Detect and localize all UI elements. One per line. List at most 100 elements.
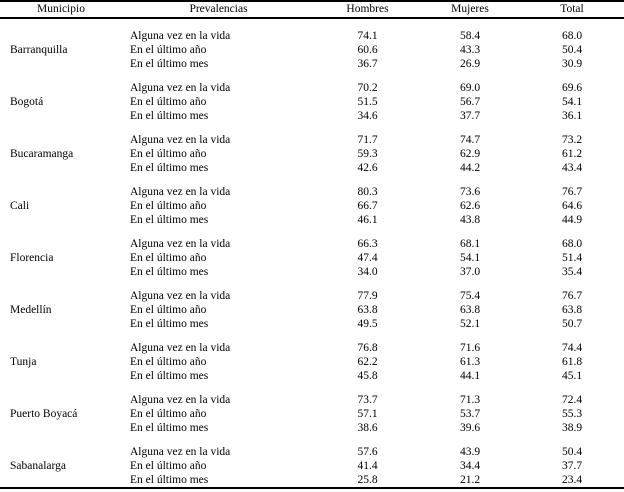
municipio-cell: Tunja: [10, 356, 37, 368]
hombres-value: 57.1: [357, 408, 378, 420]
prevalencia-label: En el último año: [130, 304, 207, 316]
table-row: Puerto Boyacá En el último año 57.1 53.7…: [0, 407, 624, 421]
total-value: 63.8: [561, 304, 583, 316]
hombres-value: 51.5: [357, 96, 378, 108]
total-value: 74.4: [561, 342, 583, 354]
table-row: Alguna vez en la vida 77.9 75.4 76.7: [0, 279, 624, 303]
table-row: Alguna vez en la vida 71.7 74.7 73.2: [0, 123, 624, 147]
total-value: 30.9: [561, 58, 583, 70]
mujeres-value: 71.6: [459, 342, 481, 354]
municipio-cell: [0, 383, 122, 407]
prevalencia-label: En el último mes: [130, 110, 209, 122]
mujeres-value: 54.1: [459, 252, 481, 264]
prevalencia-label: Alguna vez en la vida: [130, 342, 231, 354]
hombres-value: 62.2: [357, 356, 378, 368]
table-row: En el último mes 25.8 21.2 23.4: [0, 473, 624, 488]
hombres-value: 76.8: [357, 342, 378, 354]
group-barranquilla: Alguna vez en la vida 74.1 58.4 68.0 Bar…: [0, 18, 624, 71]
total-value: 61.2: [561, 148, 583, 160]
prevalencia-label: En el último mes: [130, 162, 209, 174]
group-bucaramanga: Alguna vez en la vida 71.7 74.7 73.2 Buc…: [0, 123, 624, 175]
prevalencia-label: Alguna vez en la vida: [130, 290, 231, 302]
prevalencia-label: Alguna vez en la vida: [130, 82, 231, 94]
hombres-value: 77.9: [357, 290, 378, 302]
prevalencia-label: En el último año: [130, 252, 207, 264]
hombres-value: 45.8: [357, 370, 378, 382]
hombres-value: 49.5: [357, 318, 378, 330]
group-florencia: Alguna vez en la vida 66.3 68.1 68.0 Flo…: [0, 227, 624, 279]
hombres-value: 38.6: [357, 422, 378, 434]
prevalencia-label: En el último año: [130, 200, 207, 212]
mujeres-value: 71.3: [459, 394, 481, 406]
municipio-cell: [0, 369, 122, 383]
prevalencia-label: En el último mes: [130, 370, 209, 382]
group-sabanalarga: Alguna vez en la vida 57.6 43.9 50.4 Sab…: [0, 435, 624, 488]
hombres-value: 57.6: [357, 446, 378, 458]
mujeres-value: 34.4: [459, 460, 481, 472]
municipio-cell: Bucaramanga: [10, 148, 74, 160]
table-row: Cali En el último año 66.7 62.6 64.6: [0, 199, 624, 213]
total-value: 45.1: [561, 370, 583, 382]
hombres-value: 41.4: [357, 460, 378, 472]
group-medellin: Alguna vez en la vida 77.9 75.4 76.7 Med…: [0, 279, 624, 331]
total-value: 68.0: [561, 30, 583, 42]
prevalencia-label: Alguna vez en la vida: [130, 238, 231, 250]
prevalencia-label: Alguna vez en la vida: [130, 186, 231, 198]
hombres-value: 34.0: [357, 266, 378, 278]
municipio-cell: [0, 213, 122, 227]
table-row: En el último mes 34.6 37.7 36.1: [0, 109, 624, 123]
col-header-municipio: Municipio: [37, 3, 85, 15]
mujeres-value: 74.7: [459, 134, 481, 146]
mujeres-value: 62.6: [459, 200, 481, 212]
municipio-cell: [0, 123, 122, 147]
hombres-value: 36.7: [357, 58, 378, 70]
total-value: 55.3: [561, 408, 583, 420]
mujeres-value: 37.0: [459, 266, 481, 278]
prevalencia-label: En el último mes: [130, 474, 209, 486]
municipio-cell: [0, 435, 122, 459]
table-row: Alguna vez en la vida 73.7 71.3 72.4: [0, 383, 624, 407]
hombres-value: 63.8: [357, 304, 378, 316]
group-puerto-boyaca: Alguna vez en la vida 73.7 71.3 72.4 Pue…: [0, 383, 624, 435]
prevalencia-label: En el último año: [130, 96, 207, 108]
group-cali: Alguna vez en la vida 80.3 73.6 76.7 Cal…: [0, 175, 624, 227]
prevalencia-label: Alguna vez en la vida: [130, 30, 231, 42]
total-value: 68.0: [561, 238, 583, 250]
municipio-cell: [0, 175, 122, 199]
mujeres-value: 69.0: [459, 82, 481, 94]
hombres-value: 25.8: [357, 474, 378, 486]
table-row: En el último mes 36.7 26.9 30.9: [0, 57, 624, 71]
total-value: 61.8: [561, 356, 583, 368]
hombres-value: 66.7: [357, 200, 378, 212]
municipio-cell: Cali: [10, 200, 30, 212]
total-value: 36.1: [561, 110, 583, 122]
table-row: Sabanalarga En el último año 41.4 34.4 3…: [0, 459, 624, 473]
table-row: En el último mes 45.8 44.1 45.1: [0, 369, 624, 383]
total-value: 69.6: [561, 82, 583, 94]
prevalencia-label: En el último mes: [130, 318, 209, 330]
prevalencia-label: Alguna vez en la vida: [130, 134, 231, 146]
municipio-cell: Bogotá: [10, 96, 44, 108]
mujeres-value: 21.2: [459, 474, 481, 486]
mujeres-value: 53.7: [459, 408, 481, 420]
municipio-cell: [0, 473, 122, 488]
prevalencia-label: En el último mes: [130, 422, 209, 434]
hombres-value: 59.3: [357, 148, 378, 160]
table-row: Tunja En el último año 62.2 61.3 61.8: [0, 355, 624, 369]
municipio-cell: [0, 161, 122, 175]
municipio-cell: Sabanalarga: [10, 460, 66, 472]
table-row: En el último mes 42.6 44.2 43.4: [0, 161, 624, 175]
municipio-cell: [0, 57, 122, 71]
table-header: Municipio Prevalencias Hombres Mujeres T…: [0, 1, 624, 18]
municipio-cell: [0, 279, 122, 303]
col-header-total: Total: [560, 3, 584, 15]
municipio-cell: [0, 109, 122, 123]
prevalencia-label: En el último año: [130, 460, 207, 472]
mujeres-value: 44.2: [459, 162, 481, 174]
table-row: Alguna vez en la vida 76.8 71.6 74.4: [0, 331, 624, 355]
mujeres-value: 75.4: [459, 290, 481, 302]
municipio-cell: [0, 331, 122, 355]
prevalencia-label: En el último mes: [130, 58, 209, 70]
total-value: 38.9: [561, 422, 583, 434]
total-value: 76.7: [561, 186, 583, 198]
